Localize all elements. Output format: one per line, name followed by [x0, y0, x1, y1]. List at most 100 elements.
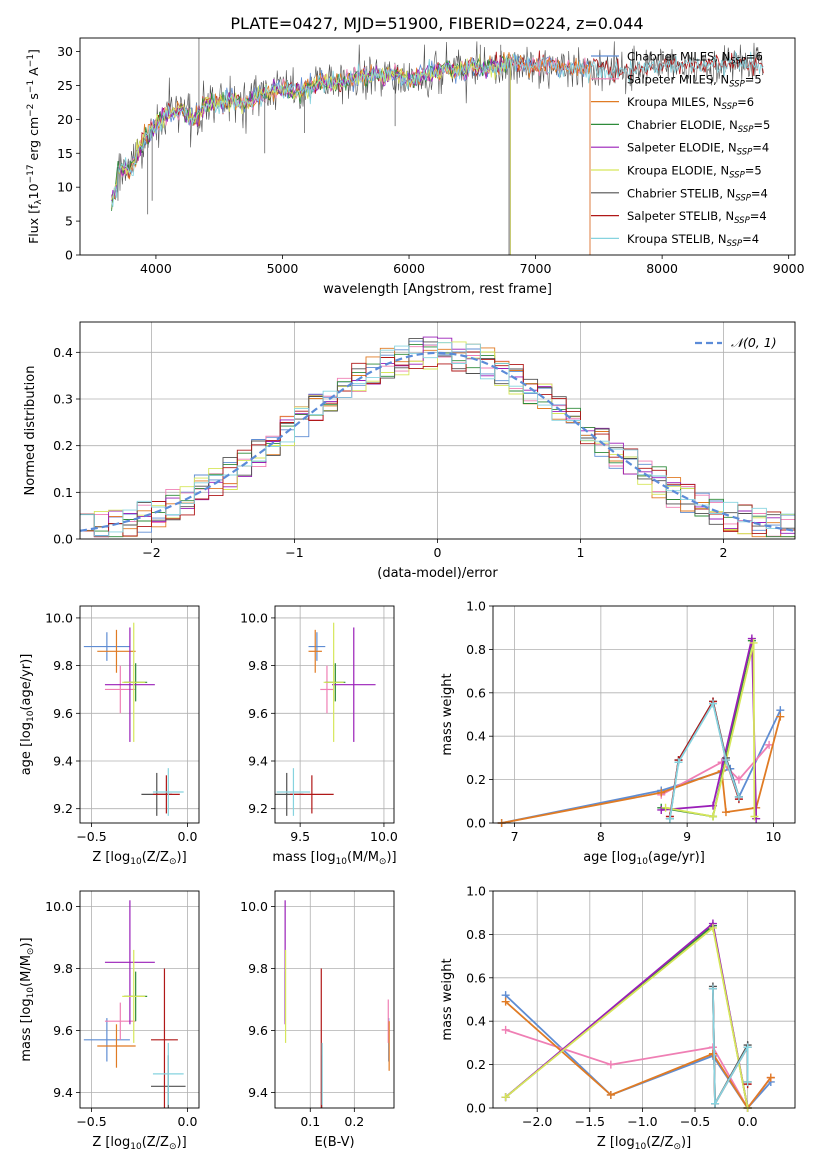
legend-entry-count: =5	[745, 164, 762, 178]
weight-marker	[721, 756, 730, 765]
legend-entry-sub: SSP	[735, 193, 751, 203]
legend-entry: Chabrier STELIB, NSSP=4	[627, 186, 768, 203]
weight-marker	[708, 923, 717, 932]
y-tick-label: 0	[65, 248, 73, 263]
x-tick-label: 9.5	[290, 829, 310, 844]
spectrum-line	[111, 54, 591, 255]
y-tick-label: 1.0	[466, 884, 486, 899]
legend-entry: Kroupa MILES, NSSP=6	[627, 95, 754, 112]
x-tick-label: −2	[142, 545, 160, 560]
axes-frame	[274, 890, 395, 1109]
y-tick-label: 15	[57, 146, 73, 161]
y-axis-label: Flux [fλ10−17 erg cm−2 s−1 A−1]	[26, 49, 44, 244]
y-axis-label-part: −1	[26, 54, 36, 67]
legend-entry-name: Kroupa MILES, N	[627, 95, 722, 109]
weight-marker	[749, 638, 758, 647]
axes-frame	[492, 605, 796, 824]
legend-entry-count: =5	[745, 72, 762, 86]
y-tick-label: 0.0	[466, 1101, 486, 1116]
legend-entry-sub: SSP	[737, 148, 753, 158]
legend-entry-count: =5	[753, 118, 770, 132]
legend-entry-name: Chabrier MILES, N	[627, 50, 730, 64]
legend-entry-count: =4	[750, 209, 767, 223]
weight-line	[501, 716, 782, 824]
chart-age-vs-mass: 9.5 10.0 9.2 9.4 9.6 9.8 10.0 mass [log10(M/M⊙)…	[240, 605, 398, 867]
x-axis-label-part: )]	[386, 850, 396, 865]
x-tick-label: 9000	[773, 261, 805, 276]
y-tick-label: 20	[57, 112, 73, 127]
chart-residuals: −2 −1 0 1 2 0.0 0.1 0.2 0.3 0.4 (data-model)/error…	[23, 321, 796, 581]
legend-entry: Chabrier MILES, NSSP=6	[627, 50, 763, 67]
y-tick-label: 10.0	[240, 899, 268, 914]
weight-marker	[657, 788, 666, 797]
weight-line	[712, 986, 749, 1108]
y-axis-label-part: 10	[26, 987, 36, 999]
x-axis-label-part: mass [log	[272, 850, 335, 865]
y-axis-label-part: ⊙	[26, 948, 36, 956]
x-tick-label: 8000	[646, 261, 678, 276]
y-tick-label: 9.2	[248, 801, 268, 816]
x-axis-label-part: ⊙	[169, 1142, 177, 1152]
y-tick-label: 0.4	[53, 345, 73, 360]
weight-marker	[776, 712, 785, 721]
weight-marker	[708, 1049, 717, 1058]
y-tick-label: 9.8	[248, 961, 268, 976]
y-tick-label: 9.8	[53, 961, 73, 976]
x-tick-label: 0.2	[344, 1114, 364, 1129]
gaussian-curve	[79, 351, 796, 532]
y-axis-label: mass weight	[440, 958, 455, 1040]
x-axis-label-part: age [log	[583, 850, 636, 865]
legend-entry: Chabrier ELODIE, NSSP=5	[627, 118, 770, 135]
weight-line	[505, 1029, 772, 1110]
y-tick-label: 9.6	[248, 1023, 268, 1038]
x-axis-label: (data-model)/error	[377, 566, 498, 581]
weight-line	[712, 988, 749, 1107]
legend-entry: Kroupa STELIB, NSSP=4	[627, 232, 759, 249]
weight-marker	[708, 984, 717, 993]
spectrum-line	[111, 51, 764, 207]
weight-marker	[606, 1090, 615, 1099]
legend-entry-sub: SSP	[734, 216, 750, 226]
weight-marker	[501, 997, 510, 1006]
x-axis-label: Z [log10(Z/Z⊙)]	[597, 1135, 691, 1152]
x-axis-label: Z [log10(Z/Z⊙)]	[92, 1135, 186, 1152]
weight-marker	[747, 634, 756, 643]
y-axis-label-part: 10	[26, 710, 36, 722]
x-tick-label: 7000	[520, 261, 552, 276]
x-axis-label-part: )]	[177, 1135, 187, 1150]
x-tick-label: 10.0	[370, 829, 398, 844]
x-axis-label-part: Z [log	[92, 1135, 130, 1150]
spectrum-line	[111, 41, 764, 201]
x-tick-label: 0	[434, 545, 442, 560]
y-tick-label: 10.0	[45, 899, 73, 914]
weight-marker	[711, 1099, 720, 1108]
y-tick-label: 1.0	[466, 599, 486, 614]
legend-entry-count: =6	[737, 95, 754, 109]
x-tick-label: −0.5	[76, 1114, 106, 1129]
weight-line	[501, 709, 782, 824]
y-tick-label: 9.4	[53, 1085, 73, 1100]
x-tick-label: 1	[577, 545, 585, 560]
axes-frame	[274, 605, 395, 824]
x-axis-label: age [log10(age/yr)]	[583, 850, 705, 867]
histogram-step	[80, 351, 795, 538]
y-tick-label: 9.2	[53, 801, 73, 816]
y-tick-label: 25	[57, 78, 73, 93]
legend-entry-sub: SSP	[738, 125, 754, 135]
axes-frame	[79, 605, 200, 824]
x-tick-label: 8	[597, 829, 605, 844]
y-axis-label-part: −2	[26, 104, 36, 117]
x-axis-label: mass [log10(M/M⊙)]	[272, 850, 396, 867]
weight-marker	[674, 758, 683, 767]
y-axis-label-part: −1	[26, 80, 36, 93]
y-tick-label: 9.6	[53, 706, 73, 721]
weight-line	[712, 988, 749, 1107]
y-tick-label: 9.4	[248, 1085, 268, 1100]
weight-marker	[657, 805, 666, 814]
x-axis-label: E(B-V)	[314, 1135, 354, 1150]
x-tick-label: −1	[285, 545, 303, 560]
weight-marker	[501, 1025, 510, 1034]
x-axis-label-part: ⊙	[673, 1142, 681, 1152]
y-axis-label-part: mass [log	[19, 998, 34, 1061]
